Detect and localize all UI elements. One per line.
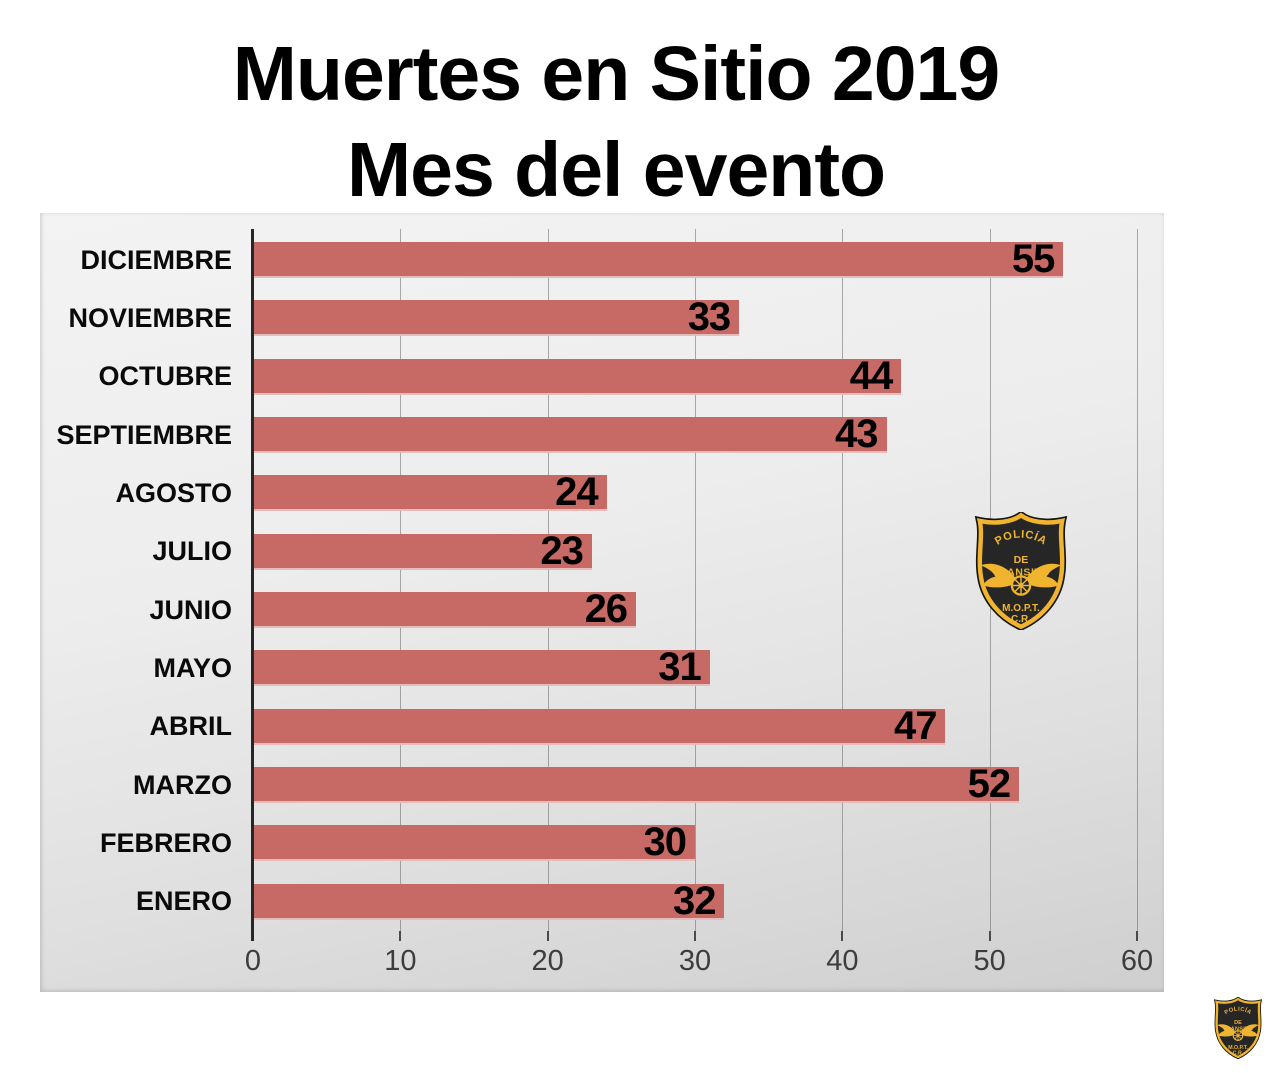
category-label: MARZO xyxy=(133,769,232,800)
gridline xyxy=(1137,229,1138,931)
x-axis-tick xyxy=(694,931,696,941)
category-label: JULIO xyxy=(152,536,232,567)
bar: 23 xyxy=(253,528,592,573)
category-label: MAYO xyxy=(153,652,232,683)
bar: 47 xyxy=(253,703,946,748)
wing-right xyxy=(1240,1024,1259,1037)
category-label: ABRIL xyxy=(149,711,233,742)
bar-value-label: 23 xyxy=(540,528,583,573)
chart-row: 44 xyxy=(253,348,1164,406)
bar: 52 xyxy=(253,762,1020,807)
chart-row: 47 xyxy=(253,698,1164,756)
category-label: FEBRERO xyxy=(99,827,232,858)
bar-value-label: 32 xyxy=(672,878,716,923)
bar-value-label: 47 xyxy=(893,703,937,748)
svg-text:POLICÍA: POLICÍA xyxy=(1224,1006,1253,1016)
mopt-badge-small: POLICÍA DE TRANSITO M.O.P.T. C.R. xyxy=(1209,996,1267,1060)
chart-row: 30 xyxy=(253,814,1164,872)
x-axis-tick xyxy=(841,931,844,941)
category-label: AGOSTO xyxy=(115,477,232,508)
chart-row: 23 xyxy=(253,523,1164,581)
category-axis: DICIEMBRE NOVIEMBRE OCTUBRE SEPTIEMBRE A… xyxy=(40,231,232,931)
bar: 26 xyxy=(253,587,637,632)
x-axis-tick-label: 50 xyxy=(973,945,1006,977)
svg-text:DE: DE xyxy=(1234,1020,1242,1026)
category-label: NOVIEMBRE xyxy=(68,302,232,333)
bar-value-label: 43 xyxy=(835,412,878,457)
category-label: SEPTIEMBRE xyxy=(56,419,232,450)
x-axis-tick xyxy=(399,931,402,941)
svg-text:M.O.P.T.: M.O.P.T. xyxy=(1002,603,1040,614)
chart-row: 31 xyxy=(253,639,1164,697)
mopt-badge-large: POLICÍA DE TRANSITO M.O.P.T. C.R. xyxy=(965,510,1077,631)
gridline xyxy=(547,229,549,931)
chart-row: 32 xyxy=(253,873,1164,931)
bar-value-label: 44 xyxy=(849,353,893,398)
bar: 32 xyxy=(253,878,725,923)
bar-value-label: 30 xyxy=(643,820,687,865)
bar-value-label: 24 xyxy=(555,470,598,515)
chart-row: 24 xyxy=(253,464,1164,522)
wing-left xyxy=(1217,1024,1236,1037)
wing-left xyxy=(980,563,1017,588)
bars-area: 55 33 44 43 24 23 26 31 xyxy=(253,231,1164,931)
svg-text:DE: DE xyxy=(1014,554,1029,566)
chart-row: 55 xyxy=(253,231,1164,289)
bar: 55 xyxy=(253,237,1064,282)
chart-row: 26 xyxy=(253,581,1164,639)
category-label: ENERO xyxy=(135,886,232,917)
x-axis-tick-label: 60 xyxy=(1120,945,1154,977)
bar: 43 xyxy=(253,412,887,457)
svg-text:C.R.: C.R. xyxy=(1011,614,1031,625)
bar-value-label: 33 xyxy=(687,295,731,340)
police-badge-icon: POLICÍA DE TRANSITO M.O.P.T. C.R. xyxy=(1213,996,1263,1060)
title-line-1: Muertes en Sitio 2019 xyxy=(232,31,1000,117)
bar-value-label: 31 xyxy=(658,645,701,690)
bar: 30 xyxy=(253,820,695,865)
gridline xyxy=(400,229,402,931)
svg-text:C.R.: C.R. xyxy=(1233,1051,1244,1057)
x-axis-tick-label: 10 xyxy=(384,945,417,977)
chart-row: 33 xyxy=(253,289,1164,347)
wing-right xyxy=(1025,563,1062,588)
bar-value-label: 26 xyxy=(584,587,628,632)
category-label: OCTUBRE xyxy=(98,361,233,392)
bar-chart: 0 10 20 30 40 50 60 DICIEMBRE NOVIEMBRE OCTUBR… xyxy=(40,213,1164,992)
gridline xyxy=(842,229,844,931)
gridline xyxy=(695,229,696,931)
x-axis-tick xyxy=(988,931,991,941)
x-axis-tick xyxy=(1136,931,1138,941)
bar: 24 xyxy=(253,470,607,515)
x-axis-tick-label: 40 xyxy=(826,945,859,977)
svg-text:M.O.P.T.: M.O.P.T. xyxy=(1228,1045,1248,1051)
svg-text:POLICÍA: POLICÍA xyxy=(993,529,1049,548)
svg-text:TRANSITO: TRANSITO xyxy=(1223,1026,1254,1032)
title-line-2: Mes del evento xyxy=(346,127,886,213)
police-badge-icon: POLICÍA DE TRANSITO M.O.P.T. C.R. xyxy=(974,510,1068,631)
bar: 31 xyxy=(253,645,710,690)
x-axis-tick-label: 20 xyxy=(531,945,564,977)
x-axis-tick-label: 30 xyxy=(678,945,712,977)
bar: 44 xyxy=(253,353,902,398)
bar: 33 xyxy=(253,295,740,340)
x-axis-tick xyxy=(546,931,549,941)
chart-title: Muertes en Sitio 2019 Mes del evento xyxy=(0,26,1232,218)
x-axis-tick-label: 0 xyxy=(244,945,262,977)
bar-value-label: 55 xyxy=(1011,237,1055,282)
chart-row: 52 xyxy=(253,756,1164,814)
chart-row: 43 xyxy=(253,406,1164,464)
category-label: DICIEMBRE xyxy=(80,244,232,275)
category-label: JUNIO xyxy=(149,594,232,625)
bar-value-label: 52 xyxy=(967,762,1011,807)
y-axis-line xyxy=(251,229,254,941)
